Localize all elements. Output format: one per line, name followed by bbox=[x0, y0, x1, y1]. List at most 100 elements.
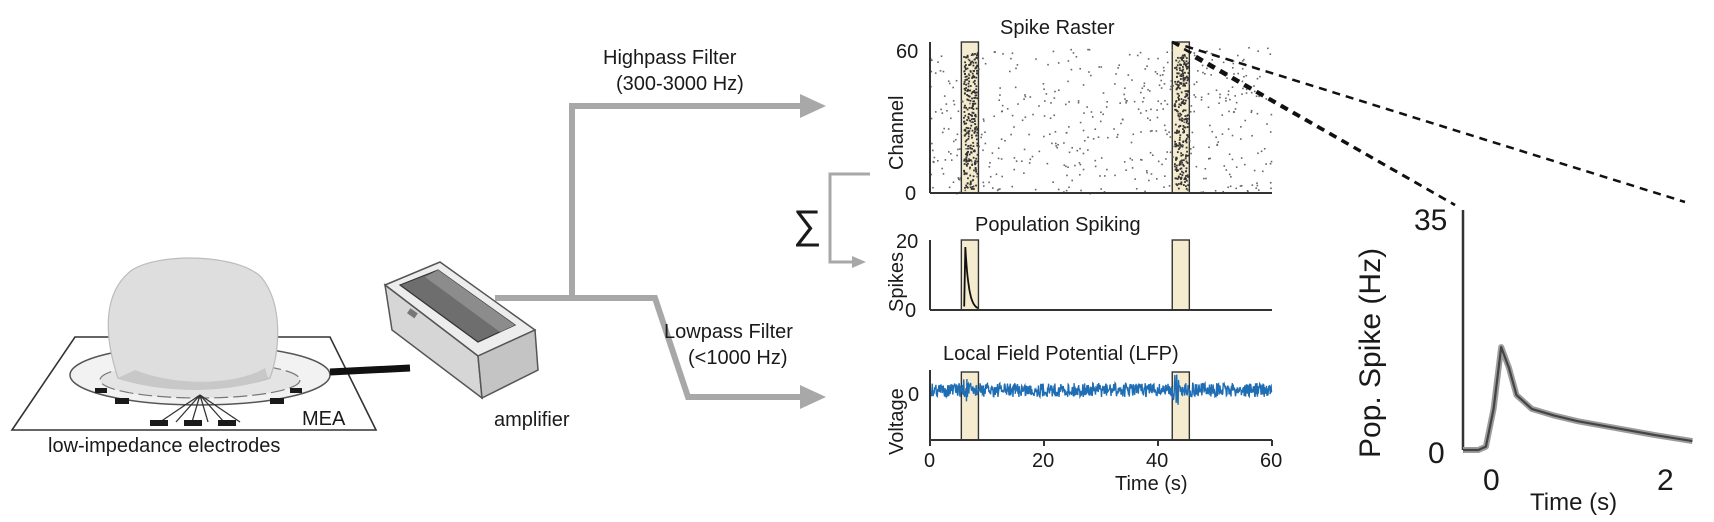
raster-burst-spike bbox=[963, 106, 966, 109]
raster-spike bbox=[983, 120, 985, 122]
raster-burst-spike bbox=[1184, 181, 1186, 183]
raster-spike bbox=[1155, 130, 1158, 132]
raster-burst-spike bbox=[972, 103, 975, 105]
raster-spike bbox=[1207, 93, 1210, 95]
raster-burst-spike bbox=[966, 186, 969, 189]
raster-spike bbox=[1164, 129, 1167, 132]
raster-burst-spike bbox=[963, 129, 966, 132]
raster-spike bbox=[1000, 110, 1003, 113]
raster-spike bbox=[982, 181, 985, 184]
raster-burst-spike bbox=[1185, 82, 1188, 84]
raster-burst-spike bbox=[971, 77, 973, 79]
raster-burst-spike bbox=[1174, 80, 1177, 83]
raster-spike bbox=[1065, 131, 1068, 134]
raster-spike bbox=[1071, 179, 1074, 182]
raster-spike bbox=[953, 140, 955, 143]
raster-burst-spike bbox=[1181, 161, 1184, 164]
raster-burst-spike bbox=[967, 135, 970, 138]
raster-spike bbox=[1053, 114, 1056, 117]
raster-spike bbox=[1181, 143, 1183, 146]
raster-spike bbox=[1270, 160, 1273, 163]
raster-spike bbox=[996, 189, 999, 192]
raster-burst-spike bbox=[968, 106, 971, 109]
raster-spike bbox=[1222, 190, 1225, 193]
raster-spike bbox=[1147, 58, 1150, 60]
raster-spike bbox=[1056, 146, 1058, 149]
raster-burst-spike bbox=[1187, 184, 1190, 187]
raster-spike bbox=[1219, 96, 1221, 99]
raster-burst-spike bbox=[970, 54, 973, 57]
raster-spike bbox=[1156, 72, 1159, 75]
raster-spike bbox=[1006, 107, 1009, 110]
raster-spike bbox=[1195, 165, 1198, 168]
raster-burst-spike bbox=[1179, 57, 1182, 59]
raster-spike bbox=[1200, 96, 1203, 99]
raster-spike bbox=[1242, 87, 1244, 90]
raster-spike bbox=[1146, 117, 1149, 120]
raster-spike bbox=[982, 149, 984, 152]
raster-spike bbox=[955, 138, 957, 141]
raster-spike bbox=[931, 149, 934, 152]
raster-burst-spike bbox=[1176, 83, 1178, 86]
raster-spike bbox=[1235, 187, 1238, 190]
raster-burst-spike bbox=[971, 136, 973, 139]
raster-burst-spike bbox=[974, 53, 976, 55]
raster-spike bbox=[968, 157, 970, 160]
raster-spike bbox=[956, 154, 958, 157]
raster-burst-spike bbox=[1184, 109, 1187, 112]
raster-spike bbox=[937, 61, 939, 63]
raster-burst-spike bbox=[969, 144, 972, 147]
raster-burst-spike bbox=[974, 91, 976, 94]
raster-spike bbox=[1145, 170, 1148, 172]
raster-burst-spike bbox=[1180, 91, 1183, 94]
raster-burst-spike bbox=[1181, 69, 1183, 72]
raster-spike bbox=[1257, 152, 1259, 155]
raster-spike bbox=[1225, 97, 1227, 100]
raster-burst-spike bbox=[964, 158, 967, 161]
raster-spike bbox=[1251, 184, 1254, 186]
raster-spike bbox=[950, 159, 953, 161]
raster-spike bbox=[940, 108, 942, 111]
raster-spike bbox=[941, 167, 943, 170]
lowpass-arrowhead bbox=[800, 385, 826, 409]
raster-spike bbox=[1082, 152, 1085, 155]
raster-spike bbox=[1086, 106, 1088, 108]
raster-burst-spike bbox=[973, 150, 976, 153]
raster-burst-spike bbox=[976, 69, 978, 72]
raster-burst-spike bbox=[1184, 115, 1187, 117]
raster-spike bbox=[1024, 94, 1026, 96]
raster-burst-spike bbox=[975, 138, 978, 141]
raster-burst-spike bbox=[966, 152, 968, 154]
raster-spike bbox=[1139, 51, 1142, 54]
raster-burst-spike bbox=[1180, 102, 1183, 105]
raster-spike bbox=[1163, 124, 1166, 127]
raster-spike bbox=[931, 142, 933, 145]
raster-spike bbox=[1074, 164, 1076, 167]
raster-burst-spike bbox=[971, 91, 974, 93]
raster-spike bbox=[959, 148, 961, 150]
raster-burst-spike bbox=[971, 164, 973, 166]
raster-burst-spike bbox=[968, 95, 971, 98]
raster-spike bbox=[1065, 165, 1067, 168]
raster-spike bbox=[947, 80, 950, 83]
raster-spike bbox=[1143, 85, 1145, 87]
raster-spike bbox=[1116, 133, 1119, 136]
raster-burst-spike bbox=[1181, 59, 1184, 61]
raster-spike bbox=[1002, 53, 1004, 55]
raster-spike bbox=[1116, 136, 1118, 138]
raster-spike bbox=[1233, 73, 1235, 75]
raster-spike bbox=[1164, 99, 1166, 102]
raster-burst-spike bbox=[972, 179, 974, 181]
raster-burst-spike bbox=[1187, 78, 1190, 81]
raster-burst-spike bbox=[972, 121, 974, 124]
raster-spike bbox=[1017, 103, 1019, 105]
lfp-title: Local Field Potential (LFP) bbox=[943, 343, 1179, 365]
raster-burst-spike bbox=[966, 108, 969, 111]
raster-burst-spike bbox=[971, 111, 974, 114]
raster-burst-spike bbox=[967, 159, 970, 162]
raster-spike bbox=[1253, 85, 1255, 87]
raster-burst-spike bbox=[975, 107, 978, 110]
raster-burst-spike bbox=[973, 70, 976, 72]
raster-spike bbox=[957, 177, 960, 179]
raster-spike bbox=[1250, 111, 1253, 114]
